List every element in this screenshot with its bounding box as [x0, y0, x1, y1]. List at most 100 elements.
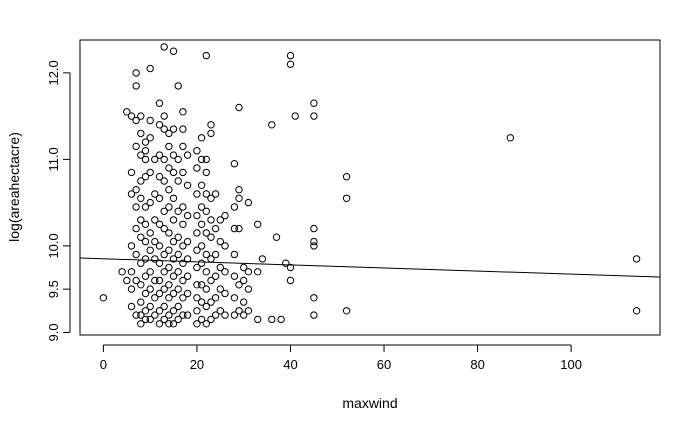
data-point [151, 294, 159, 302]
data-point [132, 250, 140, 259]
data-point [132, 224, 140, 233]
data-point [310, 242, 318, 250]
data-point [235, 103, 243, 112]
data-point [197, 134, 206, 142]
y-tick-label: 9.0 [46, 323, 61, 341]
data-point [151, 216, 159, 224]
data-point [207, 233, 215, 241]
data-point [165, 203, 173, 211]
data-point [183, 311, 192, 319]
data-point [160, 250, 168, 259]
data-point [211, 311, 220, 319]
data-point [118, 268, 126, 276]
data-point [127, 112, 136, 120]
data-point [286, 276, 295, 285]
data-point [160, 268, 168, 276]
data-point [137, 112, 145, 120]
data-point [141, 307, 150, 315]
data-point [197, 203, 206, 211]
data-point [183, 211, 192, 220]
y-tick-label: 9.5 [46, 280, 61, 298]
data-point [207, 194, 215, 203]
data-point [193, 281, 201, 289]
data-point [197, 220, 206, 229]
data-point [254, 315, 262, 324]
data-point [174, 177, 182, 185]
data-point [169, 47, 178, 55]
data-point [151, 190, 159, 198]
data-point [165, 281, 173, 289]
data-point [169, 307, 178, 315]
data-point [202, 155, 211, 164]
data-point [141, 138, 150, 146]
data-point [169, 289, 178, 298]
x-tick-label: 60 [377, 357, 391, 372]
data-point [141, 255, 150, 263]
data-point [155, 194, 164, 203]
data-point [221, 289, 229, 298]
data-point [240, 263, 248, 272]
data-point [282, 259, 290, 267]
data-point [137, 177, 145, 185]
data-point [127, 242, 136, 250]
data-point [216, 237, 225, 246]
data-point [141, 237, 150, 246]
data-point [174, 250, 182, 259]
data-point [179, 142, 187, 151]
data-point [197, 155, 206, 164]
data-point [141, 147, 150, 155]
data-point [202, 250, 211, 259]
data-point [221, 268, 229, 276]
data-point [137, 194, 145, 203]
data-point [230, 203, 239, 211]
data-point [230, 311, 239, 319]
data-point [160, 43, 168, 51]
data-point [155, 121, 164, 129]
data-point [127, 190, 136, 198]
data-point [230, 160, 239, 168]
data-point [235, 186, 243, 194]
data-point [146, 229, 154, 237]
data-point [254, 220, 262, 229]
data-point [632, 255, 641, 263]
data-point [216, 307, 225, 315]
data-point [230, 294, 239, 302]
data-point [221, 242, 229, 250]
data-point [183, 151, 192, 159]
data-point [169, 125, 178, 133]
data-point [310, 99, 318, 107]
x-tick-label: 100 [560, 357, 582, 372]
data-point [146, 285, 154, 293]
data-point [132, 276, 140, 285]
data-point [240, 298, 248, 306]
data-point [169, 255, 178, 263]
data-point [146, 168, 154, 177]
data-point [202, 190, 211, 198]
data-point [207, 216, 215, 224]
data-point [160, 207, 168, 216]
data-point [207, 298, 215, 306]
data-point [207, 129, 215, 138]
regression-line [79, 257, 661, 278]
data-point [244, 268, 253, 276]
y-tick-label: 10.0 [46, 233, 61, 258]
data-point [197, 315, 206, 324]
data-point [155, 276, 164, 285]
data-point [310, 224, 318, 233]
data-point [137, 320, 145, 328]
data-point [151, 276, 159, 285]
data-point [146, 268, 154, 276]
data-point [216, 216, 225, 224]
data-point [155, 259, 164, 267]
data-point [146, 134, 154, 142]
data-point [268, 315, 276, 324]
regression-layer [79, 257, 661, 278]
data-point [230, 224, 239, 233]
data-point [132, 82, 140, 90]
data-point [151, 155, 159, 164]
data-point [211, 250, 220, 259]
data-point [137, 216, 145, 224]
data-point [197, 242, 206, 250]
data-point [132, 203, 140, 211]
